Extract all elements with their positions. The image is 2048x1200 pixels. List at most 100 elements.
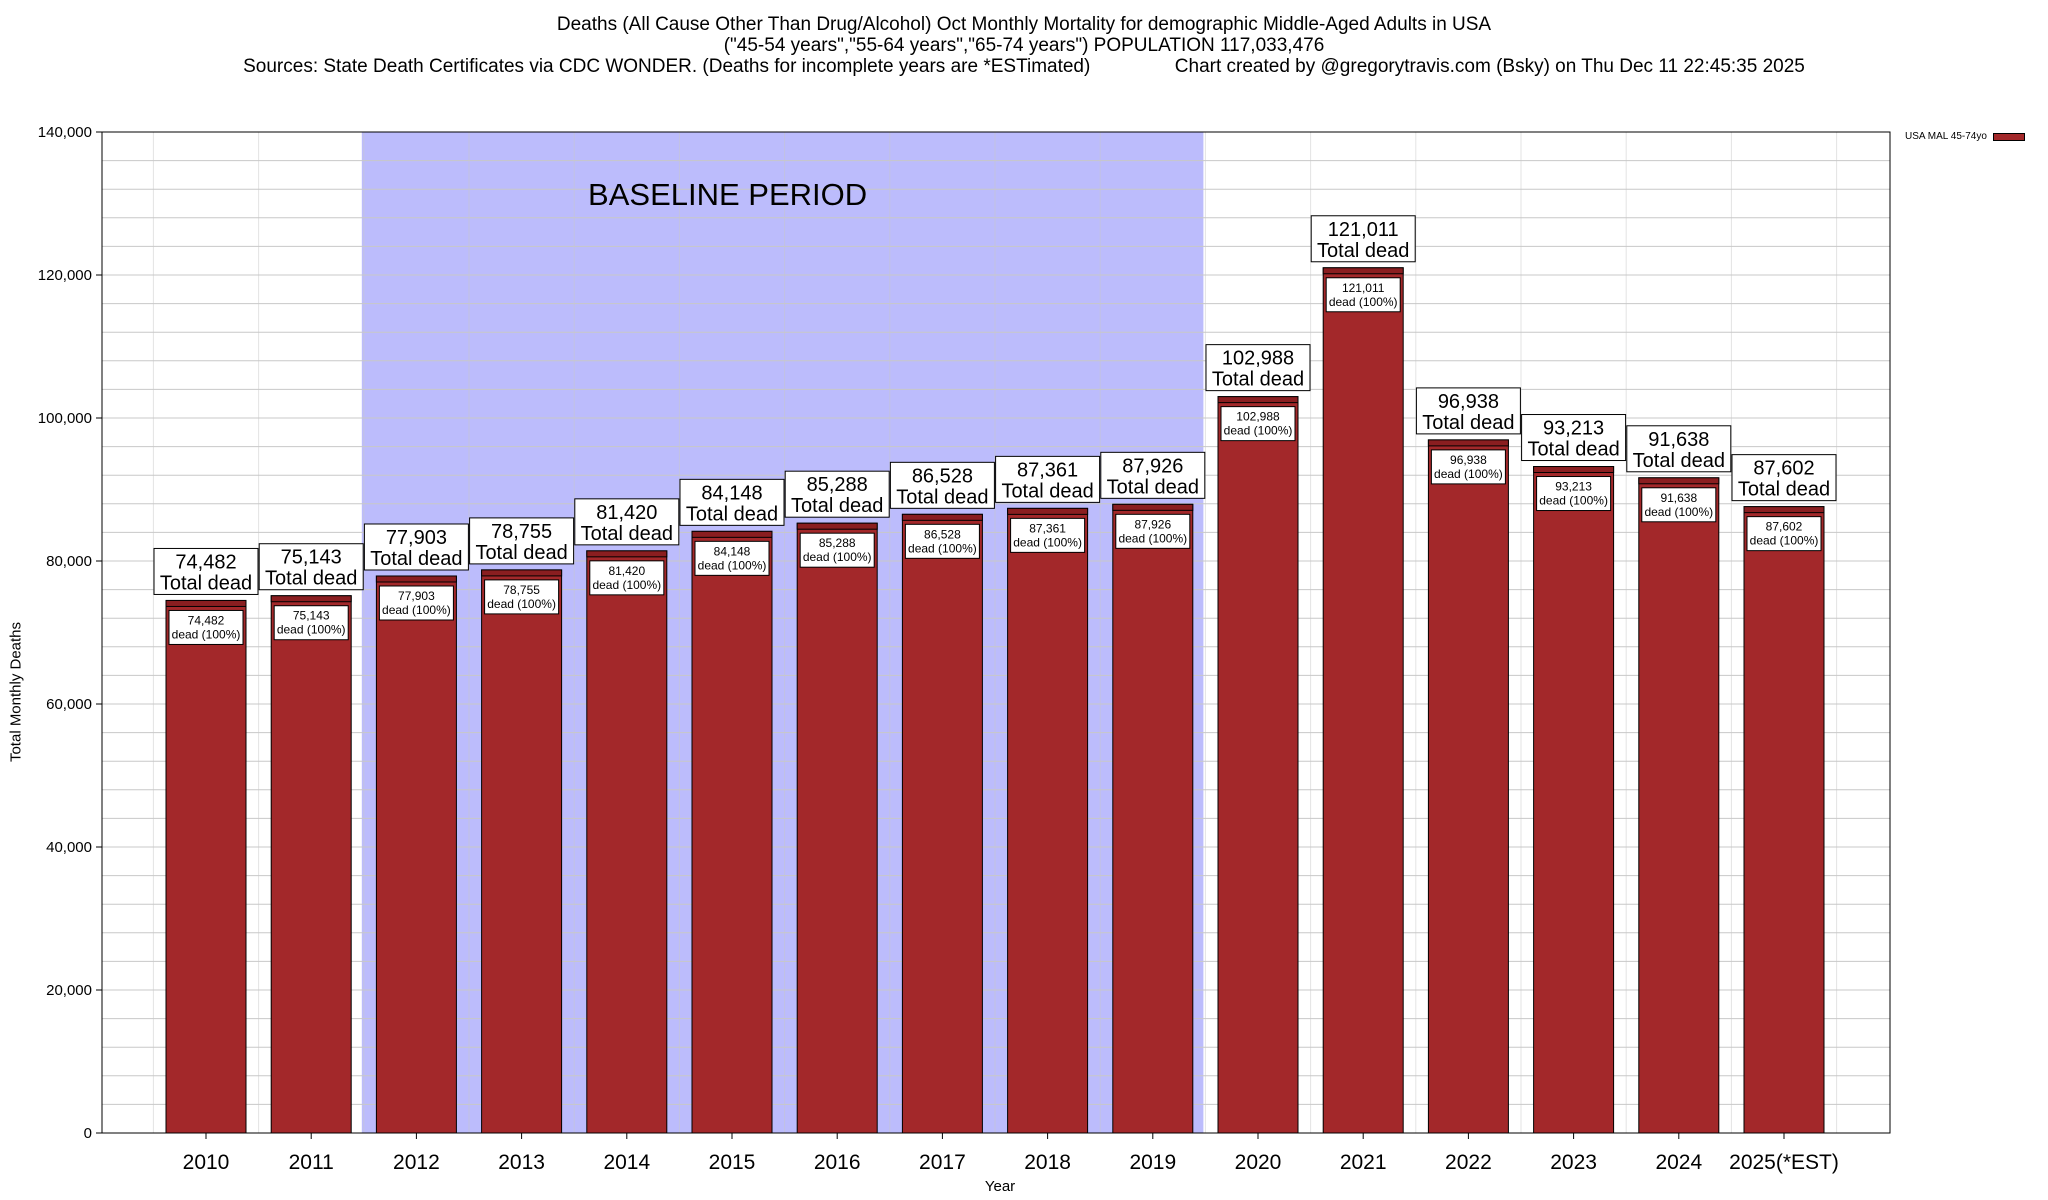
- top-label-box: [574, 498, 680, 546]
- top-total-label: Total dead: [1527, 439, 1619, 461]
- x-tick-label: 2011: [289, 1151, 334, 1174]
- x-axis-title: Year: [984, 1178, 1016, 1195]
- inner-dead-label: dead (100%): [487, 597, 556, 611]
- inner-value-label: 77,903: [398, 589, 435, 603]
- top-total-label: Total dead: [265, 568, 357, 590]
- chart-title-line-2: ("45-54 years","55-64 years","65-74 year…: [723, 35, 1325, 56]
- y-axis-title-wrap: Total Monthly Deaths: [4, 622, 28, 762]
- top-value-label: 93,213: [1543, 418, 1604, 440]
- y-axis-title: Total Monthly Deaths: [7, 621, 25, 763]
- x-tick-label: 2021: [1340, 1151, 1387, 1174]
- inner-value-label: 121,011: [1342, 281, 1385, 295]
- inner-dead-label: dead (100%): [592, 578, 661, 592]
- x-tick-label: 2023: [1550, 1151, 1597, 1174]
- bar-2011: [270, 595, 352, 1134]
- top-total-label: Total dead: [1422, 412, 1514, 434]
- top-total-label: Total dead: [475, 542, 567, 564]
- inner-label-box: [168, 609, 244, 645]
- bar-2010: [165, 599, 247, 1134]
- inner-dead-label: dead (100%): [1539, 494, 1608, 508]
- inner-value-label: 78,755: [503, 583, 540, 597]
- inner-dead-label: dead (100%): [1750, 534, 1819, 548]
- bar-cap: [796, 522, 878, 530]
- top-total-label: Total dead: [1738, 479, 1830, 501]
- bar-2020: [1217, 396, 1299, 1134]
- bar-2024: [1638, 477, 1720, 1134]
- top-value-label: 77,903: [386, 527, 447, 549]
- inner-value-label: 74,482: [188, 613, 225, 627]
- top-label-box: [1310, 215, 1416, 263]
- top-total-label: Total dead: [1001, 480, 1093, 502]
- top-value-label: 85,288: [807, 474, 868, 496]
- top-label-box: [258, 543, 364, 591]
- bar-cap: [691, 530, 773, 538]
- inner-dead-label: dead (100%): [908, 541, 977, 555]
- top-value-label: 121,011: [1328, 219, 1399, 241]
- bar-2023: [1533, 466, 1615, 1134]
- bar-cap: [375, 575, 457, 583]
- top-label-box: [784, 470, 890, 518]
- top-label-box: [363, 523, 469, 571]
- bar-2019: [1112, 503, 1194, 1134]
- inner-dead-label: dead (100%): [1434, 467, 1503, 481]
- y-tick-label: 20,000: [46, 982, 92, 999]
- top-label-box: [1415, 387, 1521, 435]
- bar-2015: [691, 530, 773, 1134]
- bar-2014: [586, 550, 668, 1134]
- inner-label-box: [799, 532, 875, 568]
- inner-value-label: 86,528: [924, 527, 961, 541]
- top-value-label: 81,420: [596, 502, 657, 524]
- top-total-label: Total dead: [1212, 369, 1304, 391]
- bar-2018: [1007, 507, 1089, 1134]
- bar-cap: [165, 599, 247, 607]
- top-value-label: 102,988: [1222, 348, 1294, 370]
- top-total-label: Total dead: [581, 523, 673, 545]
- top-label-box: [995, 455, 1101, 503]
- inner-label-box: [904, 523, 980, 559]
- inner-value-label: 84,148: [714, 544, 751, 558]
- inner-label-box: [1115, 513, 1191, 549]
- top-total-label: Total dead: [896, 486, 988, 508]
- inner-value-label: 93,213: [1555, 480, 1592, 494]
- top-label-box: [1205, 344, 1311, 392]
- y-tick-label: 40,000: [46, 839, 92, 856]
- legend: USA MAL 45-74yo: [1905, 131, 2025, 142]
- bar-cap: [1217, 396, 1299, 404]
- inner-dead-label: dead (100%): [698, 558, 767, 572]
- x-tick-label: 2019: [1129, 1151, 1176, 1174]
- inner-value-label: 102,988: [1236, 410, 1280, 424]
- x-tick-label: 2012: [393, 1151, 440, 1174]
- top-value-label: 87,361: [1017, 459, 1078, 481]
- bar-cap: [270, 595, 352, 603]
- inner-value-label: 75,143: [293, 609, 330, 623]
- top-label-box: [469, 517, 575, 565]
- inner-value-label: 87,361: [1029, 521, 1066, 535]
- y-tick-label: 120,000: [38, 267, 92, 284]
- inner-dead-label: dead (100%): [1329, 295, 1398, 309]
- inner-label-box: [1325, 277, 1401, 313]
- inner-dead-label: dead (100%): [382, 603, 451, 617]
- legend-label: USA MAL 45-74yo: [1905, 131, 1987, 142]
- top-label-box: [153, 547, 259, 595]
- top-value-label: 84,148: [701, 482, 762, 504]
- top-value-label: 91,638: [1648, 429, 1709, 451]
- x-tick-label: 2016: [814, 1151, 861, 1174]
- chart-title-block: Deaths (All Cause Other Than Drug/Alcoho…: [0, 14, 2048, 77]
- inner-label-box: [1641, 487, 1717, 523]
- top-value-label: 74,482: [175, 551, 236, 573]
- top-label-box: [1521, 414, 1627, 462]
- x-tick-label: 2017: [919, 1151, 966, 1174]
- inner-label-box: [1536, 476, 1612, 512]
- top-label-box: [1100, 451, 1206, 499]
- x-tick-label: 2013: [498, 1151, 545, 1174]
- chart-title-line-1: Deaths (All Cause Other Than Drug/Alcoho…: [556, 14, 1492, 35]
- bar-cap: [481, 569, 563, 577]
- inner-value-label: 96,938: [1450, 453, 1487, 467]
- top-total-label: Total dead: [1633, 450, 1725, 472]
- bar-2017: [901, 513, 983, 1134]
- top-total-label: Total dead: [686, 503, 778, 525]
- bar-2012: [375, 575, 457, 1134]
- y-tick-label: 140,000: [38, 124, 92, 141]
- x-tick-label: 2020: [1235, 1151, 1282, 1174]
- top-total-label: Total dead: [1107, 476, 1199, 498]
